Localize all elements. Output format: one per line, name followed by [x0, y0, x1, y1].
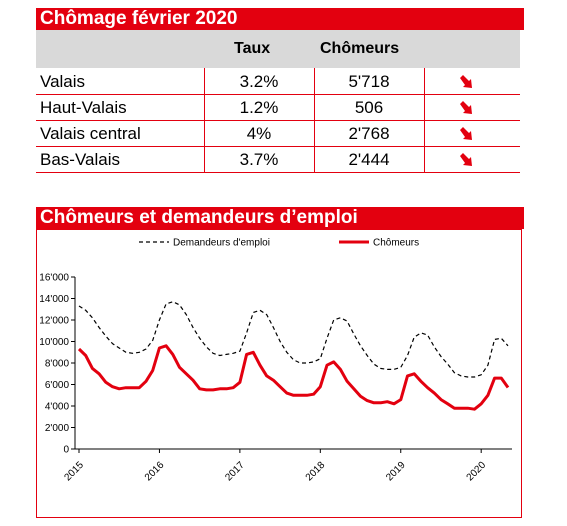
region-name: Haut-Valais [40, 98, 127, 117]
column-separator [314, 146, 315, 172]
y-tick-label: 2'000 [45, 423, 70, 434]
column-separator [424, 94, 425, 120]
column-separator [314, 94, 315, 120]
unemployed-count: 5'718 [348, 72, 390, 91]
column-separator [204, 68, 205, 94]
line-chart: 0 2'000 4'000 6'000 8'000 10'000 12'000 14'000 1… [39, 238, 512, 484]
column-separator [314, 120, 315, 146]
unemployed-count: 506 [354, 98, 384, 117]
y-tick-label: 12'000 [39, 316, 69, 327]
unemployment-table: Taux Chômeurs Valais 3.2% 5'718 Haut-Valais… [36, 30, 524, 180]
table-header: Taux Chômeurs [36, 30, 520, 68]
table-row: Bas-Valais 3.7% 2'444 [36, 146, 520, 173]
x-tick-label: 2018 [304, 460, 328, 484]
y-tick-label: 8'000 [45, 359, 70, 370]
trend-down-icon [460, 153, 472, 166]
region-name: Valais central [40, 124, 141, 143]
rate-value: 3.7% [239, 150, 279, 169]
table-row: Valais central 4% 2'768 [36, 120, 520, 147]
header-chomeurs: Chômeurs [320, 40, 400, 57]
y-tick-label: 4'000 [45, 402, 70, 413]
table-row: Haut-Valais 1.2% 506 [36, 94, 520, 121]
column-separator [314, 68, 315, 94]
x-tick-label: 2016 [143, 460, 167, 484]
x-tick-label: 2020 [465, 460, 489, 484]
chart-title: Chômeurs et demandeurs d’emploi [40, 207, 358, 228]
chart-title-banner: Chômeurs et demandeurs d’emploi [36, 207, 524, 229]
y-tick-label: 16'000 [39, 273, 69, 284]
unemployed-count: 2'444 [348, 150, 390, 169]
header-taux: Taux [234, 40, 271, 57]
y-tick-label: 6'000 [45, 380, 70, 391]
legend-label-demandeurs: Demandeurs d'emploi [173, 238, 270, 249]
x-tick-label: 2017 [223, 460, 247, 484]
series-line-demandeurs [78, 301, 509, 378]
y-tick-label: 10'000 [39, 337, 69, 348]
table-title-banner: Chômage février 2020 [36, 8, 524, 30]
table-row: Valais 3.2% 5'718 [36, 68, 520, 95]
rate-value: 3.2% [239, 72, 279, 91]
region-name: Valais [40, 72, 86, 91]
column-separator [204, 120, 205, 146]
x-tick-label: 2019 [384, 460, 408, 484]
region-name: Bas-Valais [40, 150, 120, 169]
column-separator [204, 94, 205, 120]
y-tick-label: 0 [63, 445, 69, 456]
table-title: Chômage février 2020 [40, 8, 238, 29]
rate-value: 4% [246, 124, 272, 143]
trend-down-icon [460, 127, 472, 140]
trend-down-icon [460, 75, 472, 88]
y-tick-label: 14'000 [39, 294, 69, 305]
column-separator [424, 146, 425, 172]
legend-label-chomeurs: Chômeurs [373, 238, 419, 249]
series-line-chomeurs [77, 344, 510, 411]
chart-frame: 0 2'000 4'000 6'000 8'000 10'000 12'000 14'000 1… [36, 229, 522, 518]
column-separator [424, 120, 425, 146]
x-tick-label: 2015 [62, 460, 86, 484]
rate-value: 1.2% [239, 98, 279, 117]
column-separator [424, 68, 425, 94]
column-separator [204, 146, 205, 172]
unemployed-count: 2'768 [348, 124, 390, 143]
trend-down-icon [460, 101, 472, 114]
